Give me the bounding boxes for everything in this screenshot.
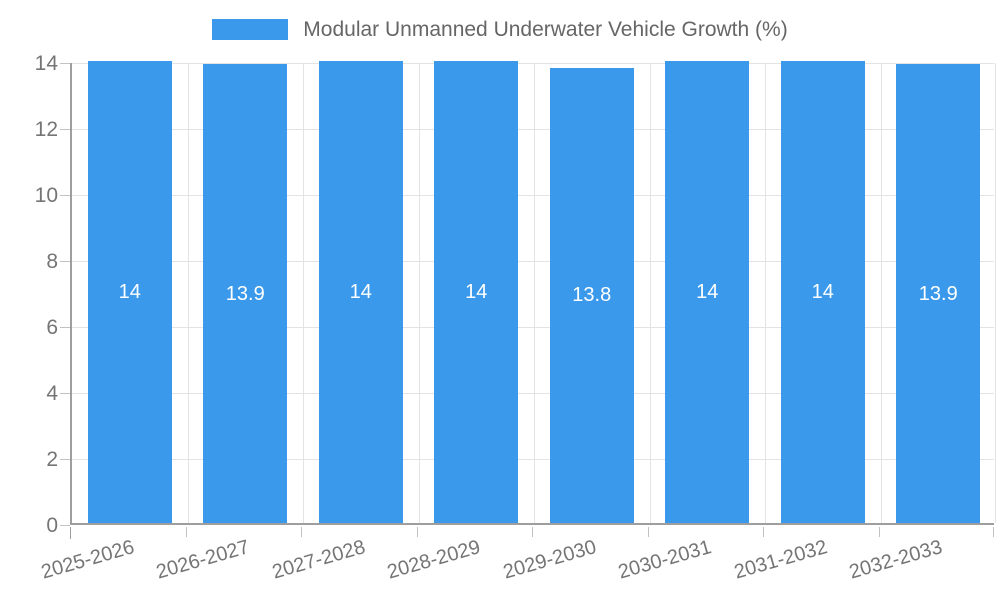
y-tick-mark	[60, 393, 70, 394]
bar-2028-2029[interactable]: 14	[434, 61, 519, 523]
y-gridline	[72, 261, 994, 262]
x-tick-label: 2027-2028	[269, 536, 368, 584]
x-gridline	[303, 63, 304, 523]
y-tick-label: 12	[34, 118, 58, 141]
bar-2031-2032[interactable]: 14	[780, 61, 865, 523]
x-tick-mark	[878, 527, 880, 537]
x-tick-mark	[416, 527, 418, 537]
x-tick-label: 2029-2030	[500, 536, 599, 584]
y-tick-mark	[60, 195, 70, 196]
y-tick-mark	[60, 129, 70, 130]
y-tick-label: 6	[46, 316, 58, 339]
x-tick-label: 2026-2027	[154, 536, 253, 584]
y-tick-label: 10	[34, 184, 58, 207]
x-gridline	[418, 63, 420, 523]
x-tick-mark	[532, 527, 533, 537]
bar-value-label: 14	[349, 281, 372, 303]
y-gridline	[72, 63, 994, 64]
x-gridline	[649, 63, 651, 523]
x-tick-mark	[993, 527, 994, 537]
legend-label: Modular Unmanned Underwater Vehicle Grow…	[303, 18, 788, 41]
y-tick-label: 2	[46, 448, 58, 471]
plot-area: 14 13.9 14 14 13.8 14 14 13.9	[70, 61, 996, 525]
x-gridline	[880, 63, 882, 523]
x-gridline	[995, 63, 996, 523]
bar-2030-2031[interactable]: 14	[665, 61, 750, 523]
legend[interactable]: Modular Unmanned Underwater Vehicle Grow…	[0, 18, 1000, 41]
bar-value-label: 14	[118, 281, 141, 303]
bar-value-label: 13.9	[225, 282, 265, 305]
y-gridline	[72, 195, 994, 196]
y-tick-mark	[60, 261, 70, 262]
x-tick-mark	[301, 527, 302, 537]
bar-2029-2030[interactable]: 13.8	[549, 67, 634, 523]
y-tick-mark	[60, 525, 70, 526]
y-tick-label: 14	[34, 52, 58, 75]
x-tick-mark	[763, 527, 764, 537]
x-gridline	[765, 63, 766, 523]
x-tick-mark	[185, 527, 187, 537]
bar-value-label: 14	[811, 281, 834, 303]
y-tick-mark	[60, 63, 70, 64]
x-tick-mark	[647, 527, 649, 537]
y-tick-mark	[60, 459, 70, 460]
bar-value-label: 13.8	[572, 284, 612, 307]
y-gridline	[72, 129, 994, 130]
bar-2026-2027[interactable]: 13.9	[203, 64, 288, 523]
y-gridline	[72, 393, 994, 394]
x-tick-mark	[70, 527, 71, 539]
y-tick-label: 4	[46, 382, 58, 405]
x-gridline	[534, 63, 535, 523]
bar-2027-2028[interactable]: 14	[318, 61, 403, 523]
bar-value-label: 14	[696, 281, 719, 303]
y-tick-label: 0	[46, 514, 58, 537]
y-gridline	[72, 459, 994, 460]
x-tick-label: 2032-2033	[847, 536, 946, 584]
bar-value-label: 13.9	[918, 282, 958, 305]
y-tick-mark	[60, 327, 70, 328]
bar-2032-2033[interactable]: 13.9	[896, 64, 981, 523]
bar-value-label: 14	[465, 281, 488, 303]
x-tick-label: 2030-2031	[616, 536, 715, 584]
y-gridline	[72, 327, 994, 328]
x-tick-label: 2031-2032	[731, 536, 830, 584]
x-tick-label: 2028-2029	[385, 536, 484, 584]
x-tick-label: 2025-2026	[38, 536, 137, 584]
y-tick-label: 8	[46, 250, 58, 273]
bar-2025-2026[interactable]: 14	[87, 61, 172, 523]
legend-swatch	[212, 19, 289, 41]
x-gridline	[187, 63, 189, 523]
